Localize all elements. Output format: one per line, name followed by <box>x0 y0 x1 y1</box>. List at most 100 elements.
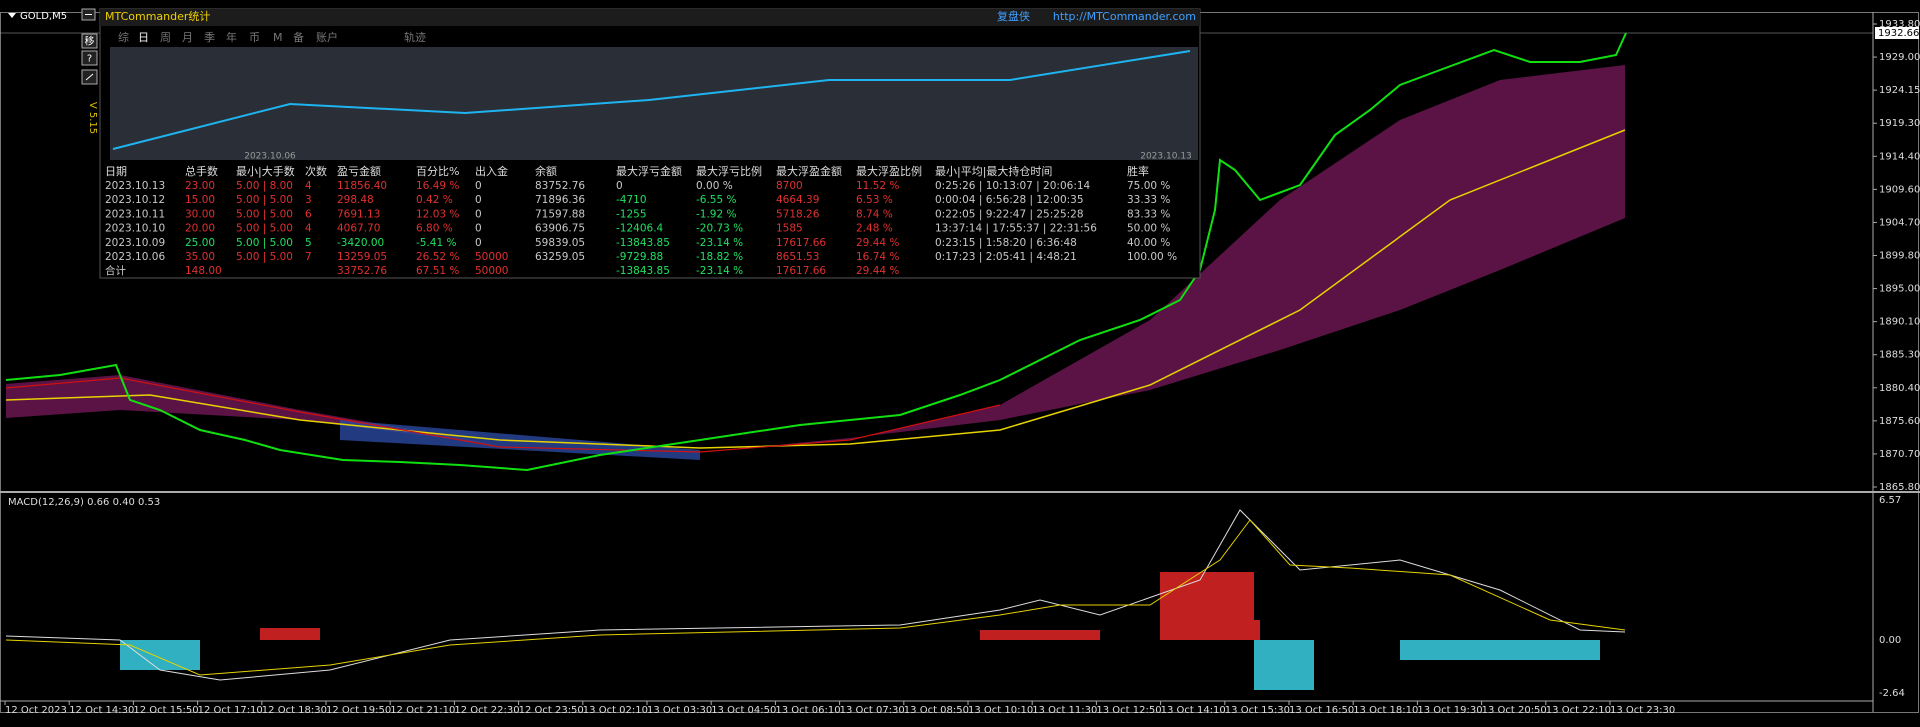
table-cell: 0:17:23 | 2:05:41 | 4:48:21 <box>935 251 1077 263</box>
table-cell: -20.73 % <box>696 223 743 235</box>
panel-url: http://MTCommander.com <box>1053 10 1196 23</box>
price-line <box>5 32 1627 472</box>
table-cell: -6.55 % <box>696 194 737 206</box>
table-cell: 8700 <box>776 180 803 192</box>
table-header: 最大浮亏比例 <box>696 164 762 178</box>
time-label: 12 Oct 17:10 <box>198 705 263 716</box>
table-cell: 0:25:26 | 10:13:07 | 20:06:14 <box>935 180 1091 192</box>
table-cell: 13:37:14 | 17:55:37 | 22:31:56 <box>935 223 1097 235</box>
table-cell: 4 <box>305 180 312 192</box>
time-label: 13 Oct 10:10 <box>968 705 1033 716</box>
menu-arrow[interactable] <box>8 13 16 18</box>
tab[interactable]: 账户 <box>316 30 338 44</box>
total-cell: 148.00 <box>185 265 222 277</box>
price-label: 1899.80 <box>1879 251 1920 262</box>
tab[interactable]: 周 <box>160 31 171 44</box>
table-cell: -1.92 % <box>696 208 737 220</box>
table-cell: 0 <box>475 237 482 249</box>
table-cell: 8.74 % <box>856 208 893 220</box>
table-cell: 2023.10.06 <box>105 251 165 263</box>
price-label: 1909.60 <box>1879 184 1920 195</box>
table-cell: 33.33 % <box>1127 194 1170 206</box>
panel-title: MTCommander统计 <box>105 10 210 23</box>
table-cell: -5.41 % <box>416 237 457 249</box>
tab[interactable]: 月 <box>182 31 193 44</box>
price-label: 1865.80 <box>1879 482 1920 493</box>
table-cell: 12.03 % <box>416 208 459 220</box>
table-header: 总手数 <box>185 164 218 178</box>
table-cell: 4067.70 <box>337 223 380 235</box>
table-cell: 2023.10.11 <box>105 208 165 220</box>
table-cell: 71597.88 <box>535 208 585 220</box>
panel-brand: 复盘侠 <box>997 9 1030 23</box>
table-cell: 25.00 <box>185 237 215 249</box>
table-header: 最大浮亏金额 <box>616 164 682 178</box>
tab[interactable]: 年 <box>226 30 237 44</box>
price-label: 1919.30 <box>1879 118 1920 129</box>
ma-band <box>6 65 1625 452</box>
table-header: 百分比% <box>416 165 459 178</box>
table-cell: 26.52 % <box>416 251 459 263</box>
table-header: 出入金 <box>475 164 508 178</box>
price-label: 1895.00 <box>1879 284 1920 295</box>
help-button[interactable] <box>81 50 98 66</box>
table-cell: 0:00:04 | 6:56:28 | 12:00:35 <box>935 194 1084 206</box>
tab[interactable]: 币 <box>249 31 260 44</box>
time-label: 13 Oct 03:30 <box>647 705 712 716</box>
table-cell: 15.00 <box>185 194 215 206</box>
table-cell: 50.00 % <box>1127 223 1170 235</box>
table-cell: 20.00 <box>185 223 215 235</box>
table-cell: 5.00 | 5.00 <box>236 194 293 206</box>
table-cell: 11856.40 <box>337 180 387 192</box>
price-label: 1880.40 <box>1879 383 1920 394</box>
table-cell: -23.14 % <box>696 237 743 249</box>
table-cell: 3 <box>305 194 312 206</box>
collapse-icon <box>85 73 94 81</box>
time-label: 12 Oct 23:50 <box>519 705 584 716</box>
price-label: 1904.70 <box>1879 217 1920 228</box>
tab[interactable]: 季 <box>204 31 215 44</box>
table-header: 最小|平均|最大持仓时间 <box>935 164 1052 178</box>
tab[interactable]: 轨迹 <box>404 30 426 44</box>
tab[interactable]: 日 <box>138 31 149 44</box>
price-label: 1885.30 <box>1879 350 1920 361</box>
table-header: 次数 <box>305 164 327 178</box>
total-cell: 67.51 % <box>416 265 459 277</box>
time-label: 12 Oct 15:50 <box>133 705 198 716</box>
time-label: 13 Oct 20:50 <box>1482 705 1547 716</box>
table-cell: 16.49 % <box>416 180 459 192</box>
table-cell: 0 <box>475 208 482 220</box>
table-cell: 29.44 % <box>856 237 899 249</box>
time-label: 13 Oct 18:10 <box>1353 705 1418 716</box>
table-cell: 100.00 % <box>1127 251 1177 263</box>
table-cell: -13843.85 <box>616 237 670 249</box>
table-cell: 13259.05 <box>337 251 387 263</box>
move-button[interactable] <box>81 33 98 49</box>
time-label: 13 Oct 08:50 <box>904 705 969 716</box>
window-title: GOLD,M5 <box>20 11 67 22</box>
table-cell: -1255 <box>616 208 647 220</box>
panel-header <box>100 9 1200 26</box>
table-cell: 63259.05 <box>535 251 585 263</box>
tab[interactable]: M <box>273 31 283 44</box>
table-cell: 0.42 % <box>416 194 453 206</box>
table-cell: 5.00 | 5.00 <box>236 208 293 220</box>
time-label: 13 Oct 04:50 <box>711 705 776 716</box>
time-label: 13 Oct 15:30 <box>1225 705 1290 716</box>
table-cell: 0 <box>616 180 623 192</box>
tab[interactable]: 综 <box>118 30 129 44</box>
time-label: 13 Oct 22:10 <box>1546 705 1611 716</box>
time-label: 12 Oct 21:10 <box>390 705 455 716</box>
table-cell: 11.52 % <box>856 180 899 192</box>
table-cell: 23.00 <box>185 180 215 192</box>
current-price-box <box>1875 27 1919 39</box>
time-label: 12 Oct 14:30 <box>69 705 134 716</box>
table-cell: 5.00 | 5.00 <box>236 237 293 249</box>
chart-date: 2023.10.13 <box>1140 152 1192 162</box>
table-cell: 0 <box>475 223 482 235</box>
table-cell: -9729.88 <box>616 251 663 263</box>
table-cell: 0 <box>475 194 482 206</box>
tab[interactable]: 备 <box>293 30 304 44</box>
